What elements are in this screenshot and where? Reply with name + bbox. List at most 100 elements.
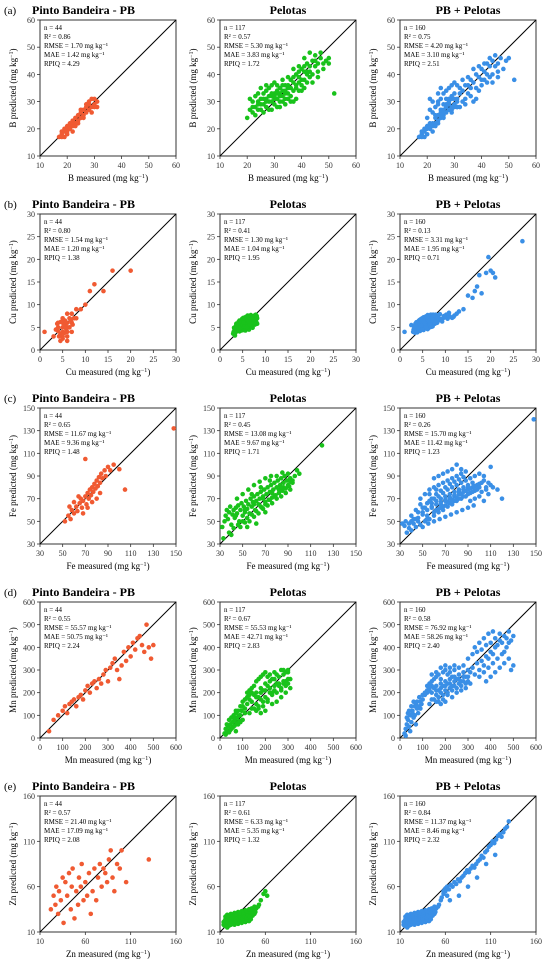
data-point bbox=[94, 478, 99, 483]
data-point bbox=[97, 480, 103, 486]
y-tick-label: 30 bbox=[27, 98, 35, 107]
data-point bbox=[263, 502, 268, 507]
data-point bbox=[403, 733, 408, 739]
data-point bbox=[458, 683, 464, 689]
x-tick-label: 300 bbox=[282, 743, 294, 752]
stats-line: n = 44 bbox=[44, 412, 62, 420]
x-tick-label: 25 bbox=[329, 355, 337, 364]
data-point bbox=[424, 500, 430, 506]
stats-line: R² = 0.26 bbox=[404, 421, 431, 429]
data-point bbox=[225, 516, 231, 522]
data-point bbox=[102, 870, 108, 876]
data-point bbox=[283, 690, 289, 695]
x-axis-label: Cu measured (mg kg−1) bbox=[426, 367, 511, 377]
data-point bbox=[302, 55, 307, 61]
data-point bbox=[433, 688, 439, 693]
data-point bbox=[263, 708, 268, 714]
data-point bbox=[433, 699, 439, 705]
data-point bbox=[224, 722, 230, 727]
stats-line: R² = 0.41 bbox=[224, 227, 251, 235]
data-point bbox=[269, 676, 275, 682]
data-point bbox=[429, 500, 435, 506]
x-tick-label: 20 bbox=[127, 355, 135, 364]
x-tick-label: 40 bbox=[118, 161, 126, 170]
y-tick-label: 25 bbox=[27, 233, 35, 242]
data-point bbox=[456, 309, 462, 314]
data-point bbox=[481, 663, 487, 668]
data-point bbox=[458, 480, 464, 486]
y-tick-label: 30 bbox=[27, 540, 35, 549]
data-point bbox=[416, 694, 422, 700]
data-point bbox=[490, 660, 496, 666]
data-point bbox=[479, 647, 484, 652]
x-tick-label: 100 bbox=[417, 743, 429, 752]
data-point bbox=[487, 63, 493, 69]
data-point bbox=[223, 513, 228, 518]
y-tick-label: 20 bbox=[207, 255, 215, 264]
x-tick-label: 110 bbox=[305, 549, 317, 558]
data-point bbox=[267, 478, 273, 483]
y-axis-label: B predicted (mg kg−1) bbox=[368, 48, 378, 127]
data-point bbox=[108, 848, 114, 853]
y-tick-label: 500 bbox=[23, 621, 35, 630]
data-point bbox=[413, 321, 418, 327]
y-axis-label: Fe predicted (mg kg−1) bbox=[188, 435, 198, 517]
data-point bbox=[264, 491, 269, 497]
data-point bbox=[276, 490, 282, 496]
y-tick-label: 100 bbox=[383, 711, 395, 720]
y-tick-label: 20 bbox=[207, 125, 215, 134]
data-point bbox=[440, 504, 446, 509]
y-tick-label: 400 bbox=[23, 643, 35, 652]
y-tick-label: 30 bbox=[27, 210, 35, 219]
data-point bbox=[282, 473, 287, 479]
data-point bbox=[246, 319, 252, 324]
data-point bbox=[461, 306, 466, 312]
data-point bbox=[234, 496, 240, 501]
stats-line: RPIQ = 2.08 bbox=[44, 836, 80, 844]
x-tick-label: 150 bbox=[350, 549, 362, 558]
x-tick-label: 200 bbox=[259, 743, 271, 752]
x-tick-label: 30 bbox=[450, 161, 458, 170]
data-point bbox=[424, 516, 430, 522]
data-point bbox=[468, 93, 474, 99]
data-point bbox=[68, 317, 74, 323]
y-tick-label: 500 bbox=[203, 621, 215, 630]
stats-line: n = 117 bbox=[224, 606, 246, 614]
data-point bbox=[130, 640, 136, 646]
data-point bbox=[406, 724, 412, 729]
data-point bbox=[481, 855, 486, 860]
data-point bbox=[264, 893, 270, 899]
data-point bbox=[431, 475, 437, 481]
stats-line: RMSE = 55.57 mg kg⁻¹ bbox=[44, 624, 112, 632]
y-tick-label: 160 bbox=[203, 792, 215, 801]
data-point bbox=[233, 513, 239, 518]
data-point bbox=[278, 688, 284, 693]
stats-line: MAE = 3.10 mg kg⁻¹ bbox=[404, 51, 465, 59]
data-point bbox=[432, 904, 437, 909]
stats-line: n = 160 bbox=[404, 218, 426, 226]
data-point bbox=[277, 93, 283, 99]
data-point bbox=[479, 489, 484, 495]
stats-line: RMSE = 13.08 mg kg⁻¹ bbox=[224, 430, 292, 438]
data-point bbox=[251, 317, 257, 323]
y-tick-label: 200 bbox=[23, 689, 35, 698]
y-tick-label: 10 bbox=[27, 152, 35, 161]
x-tick-label: 60 bbox=[441, 937, 449, 946]
panel-title: Pelotas bbox=[270, 585, 307, 599]
data-point bbox=[438, 499, 444, 505]
x-tick-label: 160 bbox=[530, 937, 542, 946]
data-point bbox=[293, 96, 299, 102]
data-point bbox=[255, 491, 260, 497]
data-point bbox=[424, 131, 430, 137]
plot-frame bbox=[219, 19, 357, 157]
stats-line: R² = 0.75 bbox=[404, 33, 431, 41]
row-label: (a) bbox=[4, 5, 17, 17]
data-point bbox=[492, 635, 498, 641]
y-tick-label: 60 bbox=[27, 883, 35, 892]
y-tick-label: 10 bbox=[27, 928, 35, 937]
y-tick-label: 130 bbox=[23, 427, 35, 436]
data-point bbox=[92, 281, 97, 287]
row-label: (b) bbox=[4, 199, 17, 211]
